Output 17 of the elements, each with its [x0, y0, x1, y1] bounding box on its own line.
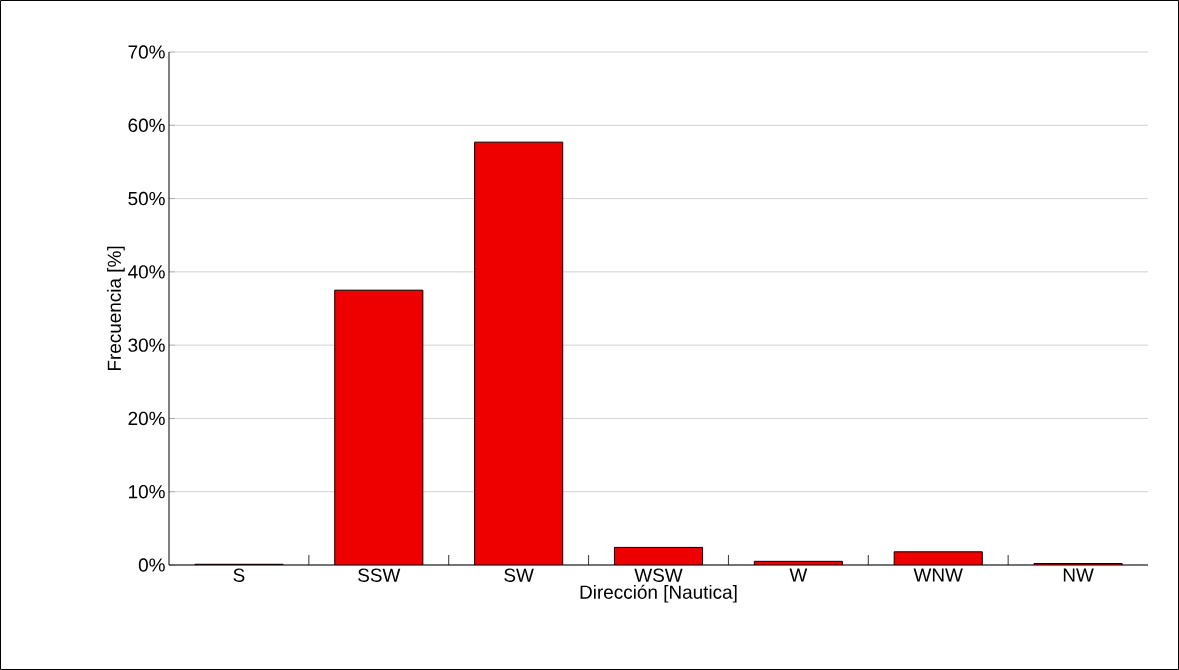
x-tick-label: WNW — [913, 568, 963, 582]
y-tick-label: 20% — [128, 411, 165, 426]
x-tick-label: NW — [1063, 568, 1094, 582]
x-tick-label: W — [789, 568, 808, 582]
x-axis-title: Dirección [Nautica] — [580, 584, 737, 603]
y-tick-label: 70% — [128, 45, 165, 59]
x-tick-label: SW — [504, 568, 534, 582]
y-tick-label: 10% — [129, 485, 165, 499]
x-tick-label: WSW — [634, 568, 683, 582]
x-tick-label: SSW — [358, 568, 401, 582]
y-tick-label: 50% — [128, 191, 165, 206]
x-tick-label: S — [233, 568, 245, 582]
y-tick-label: 40% — [128, 265, 165, 279]
y-tick-label: 60% — [128, 118, 165, 132]
y-tick-label: 30% — [128, 338, 165, 352]
y-axis-title: Frecuencia [%] — [107, 246, 125, 371]
y-tick-label: 0% — [138, 558, 165, 572]
